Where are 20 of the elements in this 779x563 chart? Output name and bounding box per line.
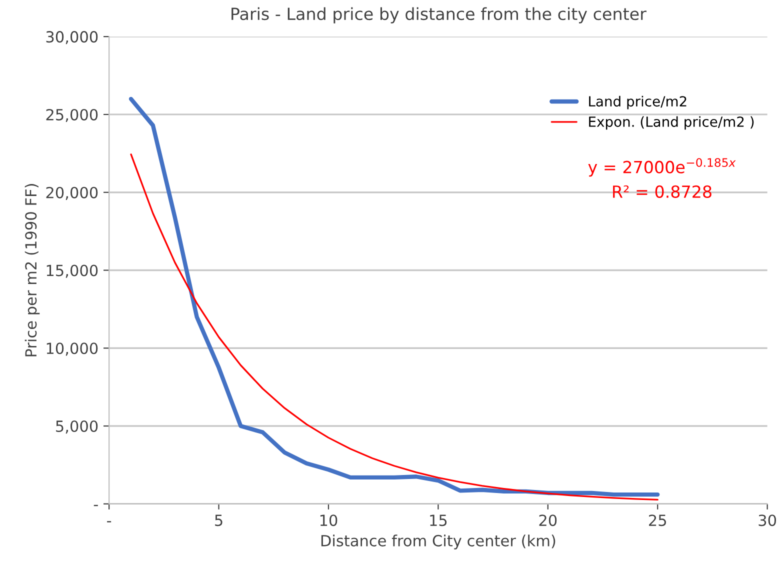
x-tick-label: 25 [649, 514, 666, 526]
y-tick-label: 20,000 [46, 186, 98, 200]
x-tick-label: 10 [320, 514, 338, 526]
annotation: y = 27000e$^{−0.185x}$ [588, 158, 736, 177]
y-tick-label: 15,000 [46, 264, 98, 278]
chart-title: Paris - Land price by distance from the city center [232, 7, 646, 24]
y-tick-label: 25,000 [46, 108, 98, 122]
x-tick-label: 30 [758, 514, 776, 526]
y-tick-label: - [94, 504, 98, 506]
y-tick-label: 5,000 [56, 420, 98, 434]
legend-label: Land price/m2 [589, 96, 686, 110]
x-axis-title: Distance from City center (km) [321, 534, 556, 550]
x-tick-label: 20 [539, 514, 557, 526]
y-tick-label: 10,000 [46, 342, 98, 356]
x-tick-label: 15 [430, 514, 447, 526]
annotation: R² = 0.8728 [613, 185, 712, 198]
x-tick-label: 5 [215, 514, 222, 526]
y-axis-title: Price per m2 (1990 FF) [24, 184, 40, 356]
legend-label: Expon. (Land price/m2 ) [589, 116, 754, 130]
y-tick-label: 30,000 [46, 31, 98, 44]
